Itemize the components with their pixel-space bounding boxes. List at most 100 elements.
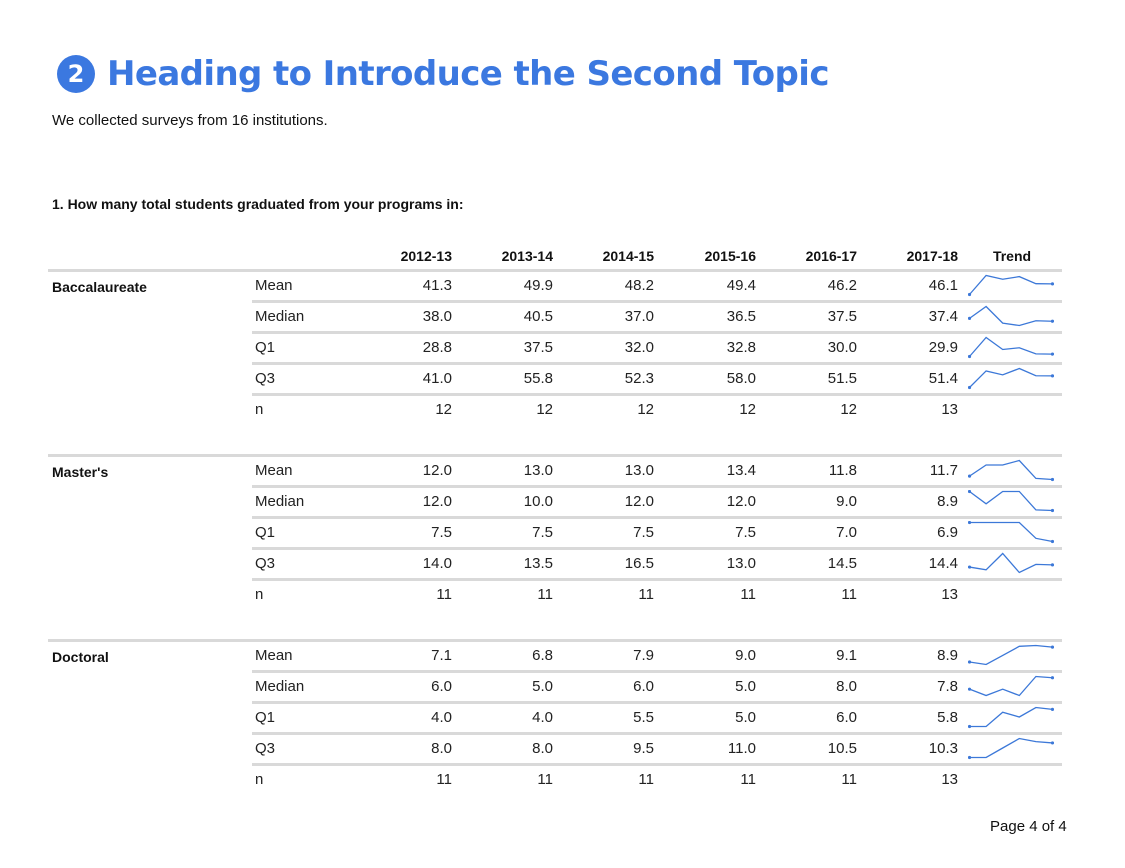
table-cell: 11 (740, 771, 756, 788)
table-cell: 10.0 (523, 493, 553, 510)
table-cell: 11 (841, 771, 857, 788)
stat-label: Q1 (255, 339, 276, 356)
trend-column-header: Trend (992, 248, 1032, 264)
row-group: Baccalaureate Mean 41.3 49.9 48.2 49.4 46.2 46.… (48, 272, 1062, 424)
table-cell: 32.0 (624, 339, 654, 356)
table-cell: 12 (435, 401, 452, 418)
table-row: n 12 12 12 12 12 13 (252, 396, 1062, 424)
column-header: 2013-14 (501, 248, 553, 264)
stat-label: Mean (255, 647, 293, 664)
table-cell: 12.0 (422, 493, 452, 510)
table-cell: 14.5 (827, 555, 857, 572)
table-cell: 9.0 (836, 493, 857, 510)
trend-sparkline (968, 521, 1054, 544)
table-cell: 36.5 (726, 308, 756, 325)
table-cell: 11.0 (727, 740, 756, 757)
table-row: Q1 7.5 7.5 7.5 7.5 7.0 6.9 (252, 519, 1062, 550)
table-cell: 7.8 (937, 678, 958, 695)
table-cell: 8.0 (836, 678, 857, 695)
stat-label: n (255, 771, 264, 788)
table-cell: 12.0 (726, 493, 756, 510)
table-cell: 11 (841, 586, 857, 603)
table-cell: 51.4 (928, 370, 958, 387)
intro-text: We collected surveys from 16 institution… (52, 112, 328, 129)
table-cell: 9.1 (836, 647, 857, 664)
page-number: Page 4 of 4 (990, 818, 1067, 835)
column-header: 2016-17 (805, 248, 857, 264)
table-cell: 58.0 (726, 370, 756, 387)
table-row: Q3 8.0 8.0 9.5 11.0 10.5 10.3 (252, 735, 1062, 766)
table-cell: 49.4 (726, 277, 756, 294)
stat-label: Q3 (255, 370, 276, 387)
table-cell: 11 (740, 586, 756, 603)
group-label: Baccalaureate (52, 279, 147, 295)
table-cell: 13.0 (624, 462, 654, 479)
table-cell: 8.9 (937, 647, 958, 664)
table-cell: 11 (537, 586, 553, 603)
table-row: Q1 28.8 37.5 32.0 32.8 30.0 29.9 (252, 334, 1062, 365)
table-row: Median 6.0 5.0 6.0 5.0 8.0 7.8 (252, 673, 1062, 704)
row-group: Doctoral Mean 7.1 6.8 7.9 9.0 9.1 8.9 Median 6.0 5… (48, 639, 1062, 794)
group-label: Master's (52, 464, 109, 480)
trend-sparkline (968, 552, 1054, 574)
group-label: Doctoral (52, 649, 109, 665)
stat-label: Median (255, 493, 305, 510)
table-cell: 9.0 (735, 647, 756, 664)
table-cell: 41.0 (422, 370, 452, 387)
table-row: n 11 11 11 11 11 13 (252, 766, 1062, 794)
row-group: Master's Mean 12.0 13.0 13.0 13.4 11.8 11.7 Medi… (48, 454, 1062, 609)
table-cell: 10.3 (928, 740, 958, 757)
table-cell: 13 (941, 401, 958, 418)
table-cell: 14.4 (928, 555, 958, 572)
column-header: 2015-16 (704, 248, 756, 264)
table-cell: 7.9 (633, 647, 654, 664)
stat-label: Q3 (255, 740, 276, 757)
table-cell: 46.2 (827, 277, 857, 294)
table-cell: 32.8 (726, 339, 756, 356)
trend-sparkline (968, 644, 1054, 666)
question-text: 1. How many total students graduated fro… (52, 196, 464, 212)
section-heading: 2 Heading to Introduce the Second Topic (57, 52, 829, 96)
table-cell: 11 (436, 771, 452, 788)
table-cell: 13.5 (523, 555, 553, 572)
table-cell: 28.8 (422, 339, 452, 356)
trend-sparkline (968, 274, 1054, 297)
stat-label: n (255, 586, 264, 603)
column-header: 2012-13 (400, 248, 452, 264)
table-cell: 12 (536, 401, 553, 418)
table-cell: 14.0 (422, 555, 452, 572)
table-cell: 12.0 (422, 462, 452, 479)
table-row: n 11 11 11 11 11 13 (252, 581, 1062, 609)
trend-sparkline (968, 706, 1054, 729)
table-cell: 13.0 (726, 555, 756, 572)
trend-sparkline (968, 459, 1054, 482)
stat-label: Median (255, 678, 305, 695)
trend-sparkline (968, 305, 1054, 327)
table-cell: 7.0 (836, 524, 857, 541)
table-cell: 51.5 (827, 370, 857, 387)
table-cell: 37.4 (928, 308, 958, 325)
stat-label: Q3 (255, 555, 276, 572)
table-cell: 6.0 (633, 678, 654, 695)
table-cell: 5.0 (735, 709, 756, 726)
table-cell: 40.5 (523, 308, 553, 325)
table-cell: 55.8 (523, 370, 553, 387)
column-header: 2014-15 (602, 248, 654, 264)
table-cell: 13 (941, 586, 958, 603)
table-row: Mean 7.1 6.8 7.9 9.0 9.1 8.9 (252, 642, 1062, 673)
table-cell: 11.7 (929, 462, 958, 479)
table-row: Median 38.0 40.5 37.0 36.5 37.5 37.4 (252, 303, 1062, 334)
table-cell: 37.0 (624, 308, 654, 325)
table-cell: 11.8 (828, 462, 857, 479)
table-cell: 37.5 (827, 308, 857, 325)
table-cell: 12.0 (624, 493, 654, 510)
table-cell: 6.9 (937, 524, 958, 541)
table-cell: 10.5 (827, 740, 857, 757)
table-cell: 7.1 (431, 647, 452, 664)
table-cell: 13 (941, 771, 958, 788)
table-cell: 12 (840, 401, 857, 418)
table-cell: 12 (637, 401, 654, 418)
table-header: 2012-13 2013-14 2014-15 2015-16 2016-17 2017-… (48, 246, 1062, 272)
trend-sparkline (968, 737, 1054, 760)
table-cell: 8.0 (532, 740, 553, 757)
